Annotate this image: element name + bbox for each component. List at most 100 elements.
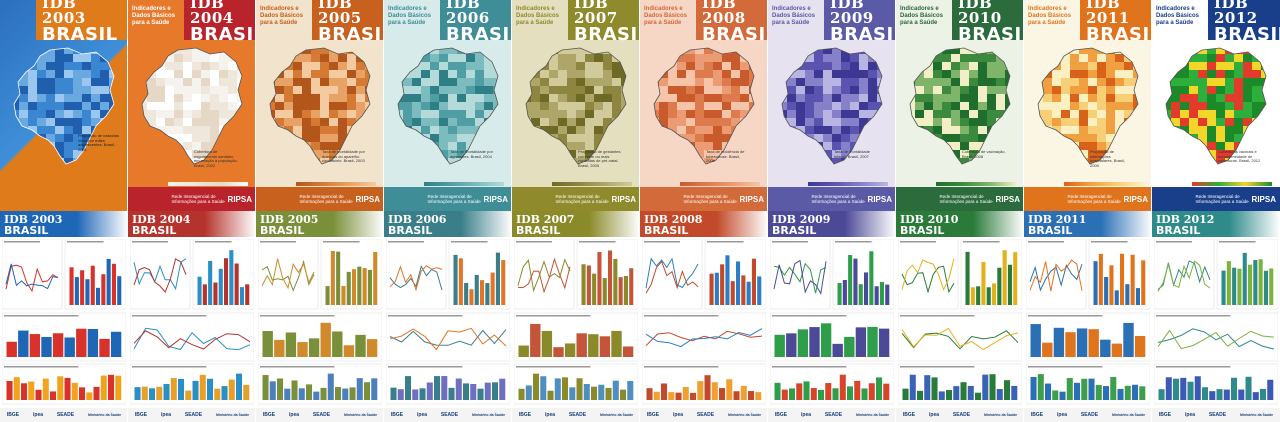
map-region xyxy=(704,150,713,158)
map-region xyxy=(1216,48,1225,54)
map-region xyxy=(1005,54,1010,62)
map-region xyxy=(877,110,882,118)
poster-2005[interactable]: IDB 2005 BRASIL IBGE ipea SEADE Ministério da… xyxy=(256,211,383,422)
bar xyxy=(100,375,107,400)
poster-2004[interactable]: IDB 2004 BRASIL IBGE ipea SEADE Ministério da… xyxy=(128,211,255,422)
map-region xyxy=(421,118,430,126)
map-region xyxy=(987,62,996,70)
map-region xyxy=(832,110,841,118)
cover-2007[interactable]: IDB 2007BRASILIndicadores e Dados Básico… xyxy=(512,0,639,211)
bar xyxy=(96,287,101,305)
map-region xyxy=(1243,118,1252,126)
map-region xyxy=(457,70,466,78)
map-region xyxy=(558,118,567,126)
bar xyxy=(1124,385,1131,400)
poster-2012[interactable]: IDB 2012 BRASIL IBGE ipea SEADE Ministério da… xyxy=(1152,211,1280,422)
cover-2011[interactable]: IDB 2011BRASILIndicadores e Dados Básico… xyxy=(1024,0,1151,211)
map-region xyxy=(686,150,695,158)
bar xyxy=(748,391,755,400)
map-region xyxy=(142,126,147,134)
poster-2007[interactable]: IDB 2007 BRASIL IBGE ipea SEADE Ministério da… xyxy=(512,211,639,422)
map-region xyxy=(64,70,73,78)
poster-2006[interactable]: IDB 2006 BRASIL IBGE ipea SEADE Ministério da… xyxy=(384,211,511,422)
map-region xyxy=(987,118,996,126)
map-region xyxy=(659,62,668,70)
map-region xyxy=(1261,78,1266,86)
map-region xyxy=(293,142,302,150)
map-region xyxy=(782,102,787,110)
map-region xyxy=(740,126,749,134)
poster-header: IDB 2003 BRASIL xyxy=(0,211,127,237)
map-region xyxy=(823,54,832,62)
map-region xyxy=(466,134,475,142)
map-region xyxy=(1189,78,1198,86)
cover-2003[interactable]: IDB 2003 BRASIL Proporção de nascidos vivo… xyxy=(0,0,127,211)
bar xyxy=(1074,382,1081,400)
map-region xyxy=(695,118,704,126)
bar xyxy=(1007,264,1012,305)
map-region xyxy=(293,102,302,110)
map-region xyxy=(1216,110,1225,118)
cover-2010[interactable]: IDB 2010BRASILIndicadores e Dados Básico… xyxy=(896,0,1023,211)
map-region xyxy=(1225,78,1234,86)
map-region xyxy=(841,94,850,102)
panel-title-line xyxy=(260,241,296,243)
bar xyxy=(622,346,634,357)
map-region xyxy=(942,54,951,62)
cover-2006[interactable]: IDB 2006BRASILIndicadores e Dados Básico… xyxy=(384,0,511,211)
bar xyxy=(349,387,356,400)
cover-2005[interactable]: IDB 2005BRASILIndicadores e Dados Básico… xyxy=(256,0,383,211)
map-region xyxy=(412,118,421,126)
brazil-map xyxy=(269,47,371,165)
map-region xyxy=(1124,86,1133,94)
map-region xyxy=(695,94,704,102)
bar xyxy=(371,378,378,400)
bar xyxy=(853,258,858,305)
bar xyxy=(1088,378,1095,400)
ripsa-logo: RIPSA xyxy=(355,194,380,204)
poster-2010[interactable]: IDB 2010 BRASIL IBGE ipea SEADE Ministério da… xyxy=(896,211,1023,422)
chart-panel xyxy=(1154,363,1278,405)
panel-title-line xyxy=(900,241,936,243)
poster-2009[interactable]: IDB 2009 BRASIL IBGE ipea SEADE Ministério da… xyxy=(768,211,895,422)
cover-2012[interactable]: IDB 2012BRASILIndicadores e Dados Básico… xyxy=(1152,0,1280,211)
map-region xyxy=(960,102,969,110)
map-region xyxy=(910,70,915,78)
map-region xyxy=(1133,110,1138,118)
map-region xyxy=(320,62,329,70)
map-region xyxy=(448,158,457,164)
bar xyxy=(740,385,747,400)
bar xyxy=(646,388,653,400)
map-region xyxy=(430,110,439,118)
map-region xyxy=(275,78,284,86)
cover-2004[interactable]: IDB 2004BRASILIndicadores e Dados Básico… xyxy=(128,0,255,211)
poster-2008[interactable]: IDB 2008 BRASIL IBGE ipea SEADE Ministério da… xyxy=(640,211,767,422)
bar xyxy=(28,381,35,400)
map-region xyxy=(275,62,284,70)
map-region xyxy=(1234,78,1243,86)
cover-2008[interactable]: IDB 2008BRASILIndicadores e Dados Básico… xyxy=(640,0,767,211)
bar xyxy=(336,251,341,305)
poster-2011[interactable]: IDB 2011 BRASIL IBGE ipea SEADE Ministério da… xyxy=(1024,211,1151,422)
map-region xyxy=(978,134,987,142)
map-region xyxy=(421,126,430,134)
map-region xyxy=(787,86,796,94)
map-region xyxy=(960,158,969,164)
bar xyxy=(837,283,842,305)
map-region xyxy=(805,94,814,102)
map-region xyxy=(1234,70,1243,78)
map-region xyxy=(749,70,754,78)
map-region xyxy=(621,62,626,70)
poster-logos: IBGE ipea SEADE Ministério da Saúde xyxy=(384,408,511,422)
map-region xyxy=(933,94,942,102)
panel-title-line xyxy=(451,241,488,243)
map-region xyxy=(814,102,823,110)
map-region xyxy=(219,102,228,110)
map-region xyxy=(704,142,713,150)
poster-2003[interactable]: IDB 2003 BRASIL IBGE ipea SEADE Ministério da… xyxy=(0,211,127,422)
map-region xyxy=(493,62,498,70)
map-region xyxy=(704,110,713,118)
bar xyxy=(218,268,223,305)
cover-2009[interactable]: IDB 2009BRASILIndicadores e Dados Básico… xyxy=(768,0,895,211)
